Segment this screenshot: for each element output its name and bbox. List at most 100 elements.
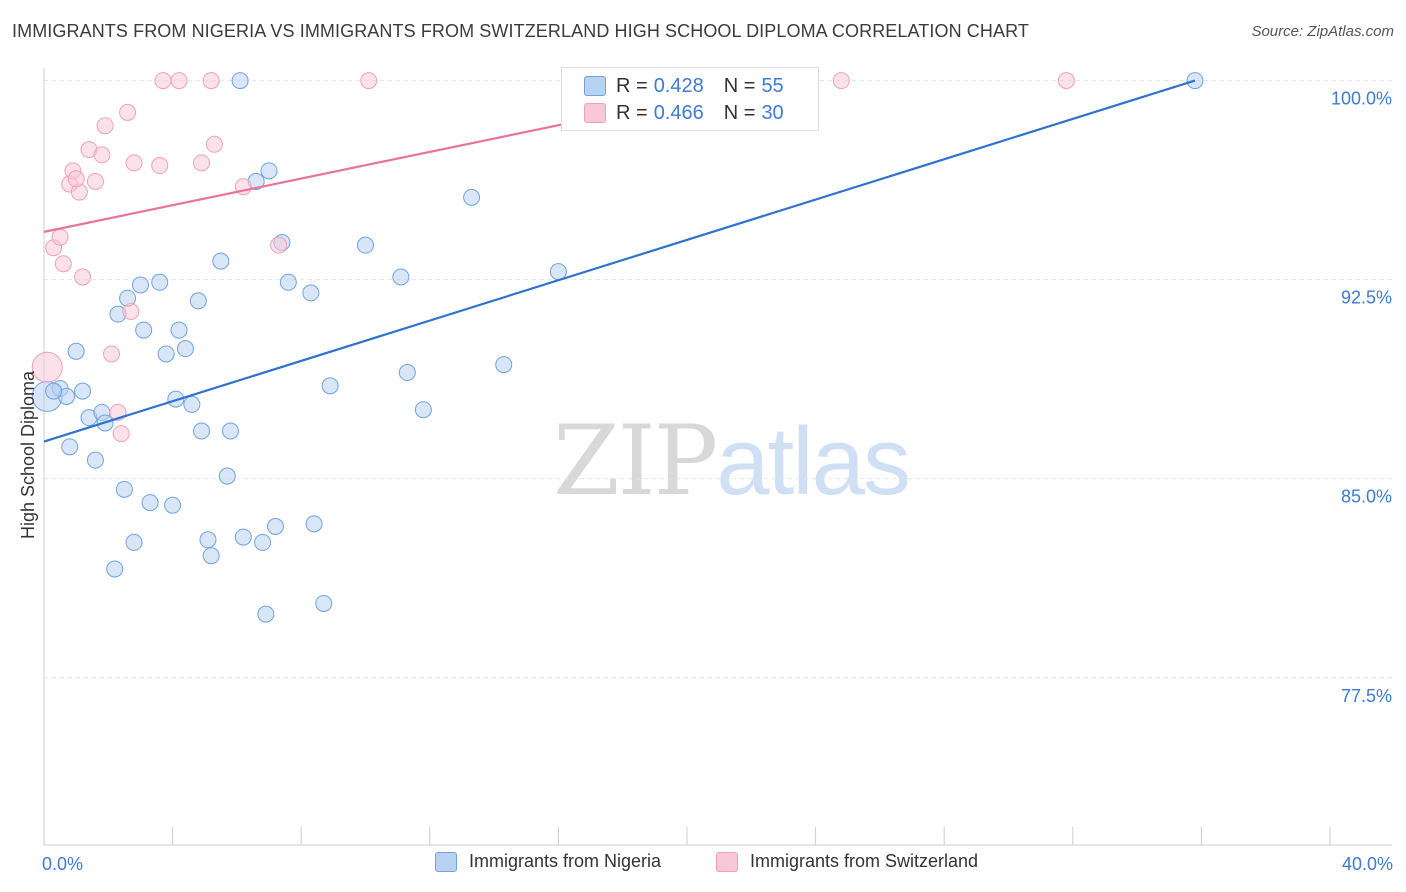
- point-nigeria: [151, 273, 169, 291]
- point-nigeria: [398, 364, 416, 382]
- point-switzerland: [67, 170, 85, 188]
- legend-r-value: 0.428: [653, 74, 704, 97]
- watermark: ZIPatlas: [553, 405, 911, 517]
- legend-n-value: 30: [761, 101, 784, 124]
- point-nigeria: [164, 496, 182, 514]
- chart-title: IMMIGRANTS FROM NIGERIA VS IMMIGRANTS FR…: [12, 21, 1029, 41]
- point-nigeria: [549, 263, 567, 281]
- point-nigeria: [183, 395, 201, 413]
- legend-row-nigeria: R = 0.428 N = 55: [584, 73, 784, 99]
- y-tick-label: 77.5%: [1341, 686, 1392, 706]
- point-switzerland: [96, 117, 114, 135]
- point-nigeria: [321, 377, 339, 395]
- point-nigeria: [202, 547, 220, 565]
- legend-swatch-nigeria: [584, 76, 606, 96]
- point-nigeria: [315, 594, 333, 612]
- legend-label-nigeria: Immigrants from Nigeria: [469, 851, 662, 871]
- point-nigeria: [125, 533, 143, 551]
- y-tick-label: 92.5%: [1341, 288, 1392, 308]
- point-nigeria: [189, 292, 207, 310]
- point-switzerland: [170, 72, 188, 90]
- point-nigeria: [221, 422, 239, 440]
- trend-line-nigeria: [43, 79, 1196, 443]
- point-switzerland: [360, 72, 378, 90]
- legend-n-label: N =: [723, 74, 756, 97]
- point-switzerland: [1057, 72, 1075, 90]
- point-nigeria: [199, 531, 217, 549]
- point-nigeria: [254, 533, 272, 551]
- point-nigeria: [257, 605, 275, 623]
- point-nigeria: [45, 382, 63, 400]
- point-nigeria: [157, 345, 175, 363]
- x-tick-labels: 0.0% 40.0%: [42, 854, 1393, 874]
- legend-item-nigeria[interactable]: Immigrants from Nigeria: [435, 851, 661, 872]
- y-tick-labels: 77.5% 85.0% 92.5% 100.0%: [1331, 89, 1392, 706]
- data-points: [31, 72, 1204, 623]
- watermark-zip: ZIP: [553, 405, 718, 517]
- point-switzerland: [54, 255, 72, 273]
- point-nigeria: [234, 528, 252, 546]
- point-nigeria: [357, 236, 374, 254]
- point-nigeria: [176, 340, 194, 358]
- point-nigeria: [218, 467, 236, 485]
- point-switzerland: [86, 172, 104, 190]
- point-nigeria: [279, 273, 297, 291]
- point-nigeria: [67, 342, 85, 360]
- point-nigeria: [414, 401, 432, 419]
- point-switzerland: [93, 146, 111, 164]
- point-switzerland: [125, 154, 143, 172]
- x-tick-label: 0.0%: [42, 854, 83, 874]
- point-nigeria: [106, 560, 124, 578]
- point-nigeria: [61, 438, 79, 456]
- point-switzerland: [112, 425, 130, 443]
- x-tick-label: 40.0%: [1342, 854, 1393, 874]
- point-switzerland: [31, 351, 63, 383]
- point-switzerland: [202, 72, 220, 90]
- point-switzerland: [51, 228, 69, 246]
- point-switzerland: [193, 154, 211, 172]
- point-nigeria: [305, 515, 323, 533]
- legend-label-switzerland: Immigrants from Switzerland: [750, 851, 979, 871]
- legend-swatch-nigeria: [435, 851, 457, 872]
- point-nigeria: [260, 162, 278, 180]
- axes: [43, 68, 1392, 846]
- point-switzerland: [270, 236, 288, 254]
- point-switzerland: [832, 72, 850, 90]
- point-nigeria: [212, 252, 230, 270]
- legend-item-switzerland[interactable]: Immigrants from Switzerland: [716, 851, 978, 872]
- legend-n-value: 55: [761, 74, 784, 97]
- point-switzerland: [154, 72, 172, 90]
- watermark-atlas: atlas: [716, 408, 911, 515]
- point-nigeria: [74, 382, 92, 400]
- point-nigeria: [193, 422, 211, 440]
- point-nigeria: [86, 451, 104, 469]
- source-label: Source: ZipAtlas.com: [1251, 23, 1394, 40]
- point-nigeria: [495, 356, 513, 374]
- legend-r-label: R =: [616, 74, 648, 97]
- point-nigeria: [131, 276, 149, 294]
- point-nigeria: [141, 494, 159, 512]
- point-switzerland: [119, 103, 137, 121]
- legend-n-label: N =: [723, 101, 756, 124]
- y-axis-label: High School Diploma: [18, 370, 38, 539]
- point-nigeria: [135, 321, 153, 339]
- point-nigeria: [115, 480, 133, 498]
- stats-legend: R = 0.428 N = 55 R = 0.466 N = 30: [561, 67, 819, 131]
- point-switzerland: [103, 345, 121, 363]
- point-nigeria: [231, 72, 249, 90]
- series-legend: Immigrants from Nigeria Immigrants from …: [0, 851, 1406, 877]
- point-nigeria: [392, 268, 410, 286]
- legend-swatch-switzerland: [584, 103, 606, 123]
- legend-r-label: R =: [616, 101, 648, 124]
- legend-row-switzerland: R = 0.466 N = 30: [584, 100, 784, 126]
- point-switzerland: [205, 135, 223, 153]
- point-nigeria: [463, 188, 481, 206]
- point-nigeria: [266, 517, 284, 535]
- legend-swatch-switzerland: [716, 851, 738, 872]
- point-nigeria: [302, 284, 320, 302]
- point-switzerland: [74, 268, 92, 286]
- legend-r-value: 0.466: [653, 101, 704, 124]
- y-tick-label: 85.0%: [1341, 487, 1392, 507]
- point-switzerland: [151, 157, 169, 175]
